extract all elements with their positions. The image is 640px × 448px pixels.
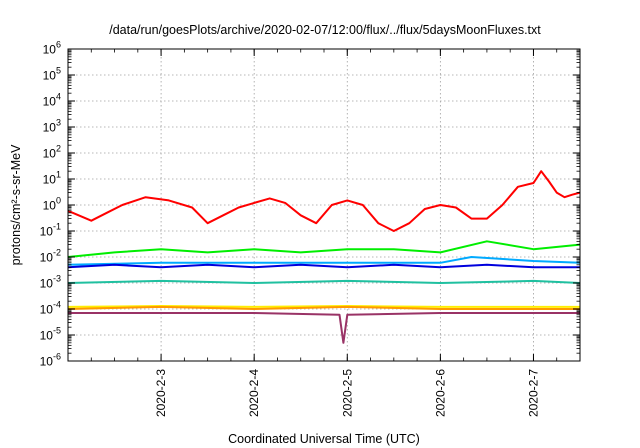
series-line-8 bbox=[68, 312, 580, 344]
y-tick-label: 10-6 bbox=[40, 352, 61, 369]
x-tick-label: 2020-2-7 bbox=[526, 369, 540, 417]
series-line-3 bbox=[67, 256, 581, 266]
y-tick-label: 106 bbox=[43, 40, 61, 57]
y-tick-label: 10-5 bbox=[40, 326, 61, 343]
chart-title: /data/run/goesPlots/archive/2020-02-07/1… bbox=[109, 23, 541, 37]
x-tick-label: 2020-2-4 bbox=[247, 369, 261, 417]
ticks bbox=[67, 48, 581, 362]
y-tick-label: 103 bbox=[43, 118, 61, 135]
series-line-7 bbox=[67, 305, 580, 310]
y-tick-label: 102 bbox=[43, 144, 61, 161]
series-line-2 bbox=[67, 240, 581, 258]
series-line-4 bbox=[67, 263, 580, 269]
y-tick-label: 10-4 bbox=[40, 300, 61, 317]
y-tick-label: 10-2 bbox=[40, 248, 61, 265]
y-tick-label: 104 bbox=[43, 92, 61, 109]
y-axis-title: protons/cm²-s-sr-MeV bbox=[9, 144, 23, 266]
x-tick-labels: 2020-2-3 2020-2-4 2020-2-5 2020-2-6 2020-2-7 bbox=[154, 369, 540, 417]
x-tick-label: 2020-2-3 bbox=[154, 369, 168, 417]
y-tick-label: 10-1 bbox=[40, 222, 61, 239]
y-tick-label: 10-3 bbox=[40, 274, 61, 291]
series-line-5 bbox=[67, 279, 581, 284]
y-tick-label: 100 bbox=[43, 196, 61, 213]
x-axis-title: Coordinated Universal Time (UTC) bbox=[228, 432, 420, 446]
x-tick-label: 2020-2-5 bbox=[340, 369, 354, 417]
y-tick-label: 101 bbox=[43, 170, 61, 187]
series-line-1 bbox=[67, 170, 581, 232]
x-tick-label: 2020-2-6 bbox=[433, 369, 447, 417]
y-tick-label: 105 bbox=[43, 66, 61, 83]
series-layer bbox=[67, 170, 581, 344]
y-tick-labels: 106 105 104 103 102 101 100 10-1 10-2 10-3 10-4 10-… bbox=[40, 40, 61, 369]
